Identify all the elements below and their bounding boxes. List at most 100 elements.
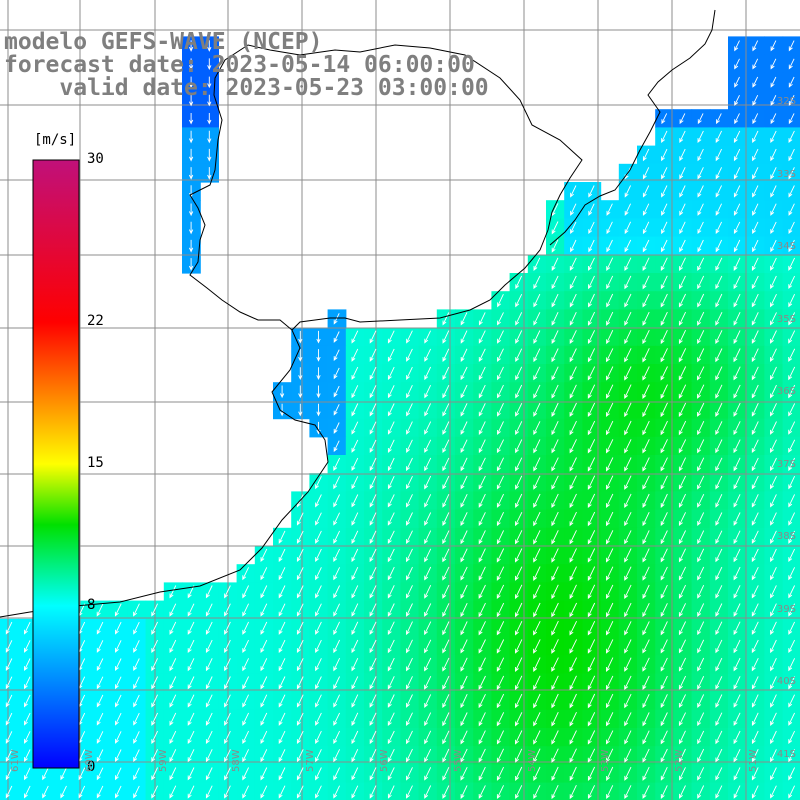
wind-arrow <box>551 584 559 600</box>
wind-arrow <box>369 439 377 453</box>
wind-arrow <box>424 639 432 654</box>
wind-arrow <box>406 421 413 435</box>
wind-arrow <box>661 148 668 162</box>
wind-arrow <box>478 366 486 381</box>
wind-arrow <box>351 366 359 381</box>
wind-arrow <box>587 712 596 727</box>
wind-arrow <box>587 785 596 800</box>
wind-arrow <box>679 203 686 216</box>
wind-arrow <box>679 148 686 162</box>
wind-arrow <box>788 658 796 672</box>
wind-arrow <box>442 785 450 799</box>
wind-arrow <box>496 548 505 563</box>
wind-arrow <box>333 422 340 434</box>
wind-arrow <box>752 130 759 144</box>
wind-arrow <box>515 294 523 308</box>
wind-arrow <box>642 457 650 472</box>
wind-arrow <box>642 603 650 618</box>
wind-arrow <box>424 421 432 435</box>
wind-arrow <box>207 76 212 89</box>
wind-arrow <box>660 366 668 381</box>
wind-arrow <box>752 203 759 216</box>
wind-arrow <box>660 584 668 599</box>
wind-arrow <box>678 330 687 345</box>
wind-arrow <box>533 748 541 763</box>
wind-arrow <box>551 766 559 781</box>
wind-arrow <box>624 730 632 745</box>
colorbar-tick-label: 30 <box>87 151 104 167</box>
wind-arrow <box>733 475 741 490</box>
wind-arrow <box>624 203 632 216</box>
wind-arrow <box>78 785 86 799</box>
wind-arrow <box>278 530 286 544</box>
wind-arrow <box>569 420 577 436</box>
wind-arrow <box>351 548 359 563</box>
wind-arrow <box>496 475 505 490</box>
wind-arrow <box>715 366 723 381</box>
latitude-label: 35S <box>776 313 796 325</box>
wind-arrow <box>642 730 650 745</box>
wind-arrow <box>624 221 632 235</box>
wind-arrow <box>734 76 740 88</box>
wind-arrow <box>151 603 159 617</box>
wind-arrow <box>733 348 741 363</box>
wind-arrow <box>642 512 650 527</box>
wind-arrow <box>751 475 759 490</box>
wind-arrow <box>205 712 213 726</box>
wind-arrow <box>751 585 759 599</box>
wind-arrow <box>697 603 705 617</box>
wind-arrow <box>260 767 268 781</box>
wind-arrow <box>187 621 195 635</box>
wind-arrow <box>496 675 505 691</box>
wind-arrow <box>751 293 759 308</box>
wind-arrow <box>24 658 31 672</box>
wind-arrow <box>478 457 486 472</box>
wind-arrow <box>442 748 450 763</box>
wind-arrow <box>260 749 268 763</box>
wind-arrow <box>442 348 450 362</box>
wind-arrow <box>697 203 704 216</box>
wind-arrow <box>606 493 614 509</box>
wind-arrow <box>351 676 359 690</box>
wind-arrow <box>606 293 614 308</box>
wind-arrow <box>169 712 177 726</box>
wind-arrow <box>298 385 303 399</box>
wind-arrow <box>715 657 723 672</box>
wind-arrow <box>224 676 231 690</box>
wind-arrow <box>96 712 104 726</box>
wind-arrow <box>333 621 341 635</box>
wind-arrow <box>205 639 213 654</box>
wind-arrow <box>642 221 650 235</box>
wind-arrow <box>188 203 194 217</box>
wind-arrow <box>169 730 177 745</box>
wind-arrow <box>588 257 595 271</box>
wind-arrow <box>751 530 759 544</box>
wind-arrow <box>788 203 795 216</box>
wind-arrow <box>642 330 650 345</box>
wind-arrow <box>478 748 486 763</box>
wind-arrow <box>496 693 505 709</box>
wind-arrow <box>642 566 650 581</box>
wind-arrow <box>442 512 450 526</box>
wind-arrow <box>678 402 687 418</box>
wind-arrow <box>770 621 777 635</box>
wind-arrow <box>733 585 741 599</box>
wind-arrow <box>661 239 668 253</box>
wind-arrow <box>187 676 195 690</box>
wind-arrow <box>316 403 321 417</box>
wind-arrow <box>24 712 31 726</box>
wind-arrow <box>260 730 268 745</box>
wind-arrow <box>660 621 668 636</box>
longitude-label: 53W <box>600 749 612 772</box>
wind-arrow <box>661 113 668 125</box>
wind-arrow <box>515 493 523 508</box>
wind-arrow <box>606 766 614 781</box>
wind-arrow <box>678 621 687 636</box>
wind-arrow <box>624 239 632 253</box>
wind-arrow <box>351 658 359 672</box>
wind-arrow <box>788 457 796 472</box>
wind-arrow <box>5 640 13 653</box>
wind-arrow <box>788 439 796 453</box>
wind-arrow <box>587 548 596 563</box>
wind-arrow <box>715 293 723 308</box>
